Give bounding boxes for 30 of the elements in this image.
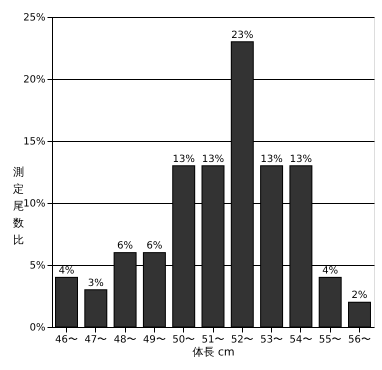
x-tick-label: 46〜 — [55, 334, 78, 346]
x-tick-label: 47〜 — [84, 334, 108, 346]
y-tick-label: 25% — [23, 12, 46, 24]
y-axis-title: 測定尾数比 — [13, 166, 24, 246]
data-label: 4% — [58, 265, 74, 276]
data-label: 6% — [146, 240, 162, 252]
data-label: 23% — [231, 30, 254, 41]
x-tick-label: 54〜 — [290, 334, 312, 346]
x-tick-label: 51〜 — [202, 334, 224, 346]
data-label: 13% — [290, 154, 312, 165]
y-tick-label: 10% — [23, 198, 46, 210]
data-label: 2% — [352, 290, 368, 302]
y-tick-label: 20% — [23, 74, 46, 86]
data-label: 6% — [117, 240, 134, 252]
x-axis-title: 体長 cm — [192, 346, 235, 358]
x-tick-label: 53〜 — [260, 334, 283, 346]
data-label: 3% — [88, 278, 104, 289]
data-label: 13% — [172, 154, 195, 165]
x-tick-label: 55〜 — [318, 334, 342, 346]
x-tick-label: 50〜 — [172, 334, 196, 346]
y-tick-label: 15% — [23, 136, 46, 148]
x-tick-label: 48〜 — [114, 334, 136, 346]
x-tick-label: 56〜 — [348, 334, 371, 346]
x-tick-label: 52〜 — [230, 334, 254, 346]
data-label: 4% — [322, 265, 338, 276]
y-tick-label: 5% — [30, 260, 46, 272]
x-tick-label: 49〜 — [143, 334, 166, 346]
data-label: 13% — [202, 154, 224, 165]
data-label: 13% — [260, 154, 283, 165]
y-tick-label: 0% — [30, 322, 46, 334]
